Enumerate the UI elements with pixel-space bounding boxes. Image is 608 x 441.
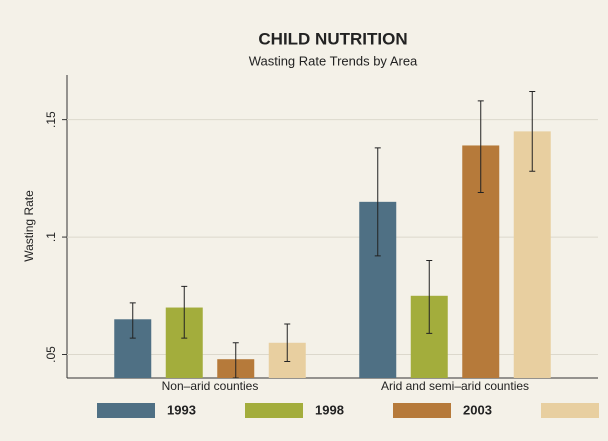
error-bar [477, 100, 484, 193]
legend-swatch [541, 403, 599, 418]
bar [513, 131, 551, 378]
error-bar [181, 285, 188, 339]
legend-swatch [393, 403, 451, 418]
x-tick-label: Arid and semi–arid counties [381, 379, 529, 393]
chart-subtitle: Wasting Rate Trends by Area [249, 53, 418, 68]
legend-label: 1998 [315, 402, 344, 417]
error-bar [232, 342, 239, 379]
y-tick-label: .15 [44, 111, 58, 128]
error-bar [284, 323, 291, 363]
error-bar [529, 90, 536, 172]
error-bar [129, 302, 136, 339]
y-tick-label: .05 [44, 346, 58, 363]
y-tick-label: .1 [44, 232, 58, 242]
error-bar [426, 260, 433, 334]
chart-title: CHILD NUTRITION [258, 29, 407, 48]
legend-swatch [245, 403, 303, 418]
legend-label: 2003 [463, 402, 492, 417]
y-axis-label: Wasting Rate [22, 190, 36, 262]
error-bar [374, 147, 381, 257]
legend-label: 1993 [167, 402, 196, 417]
legend-swatch [97, 403, 155, 418]
x-tick-label: Non–arid counties [162, 379, 259, 393]
